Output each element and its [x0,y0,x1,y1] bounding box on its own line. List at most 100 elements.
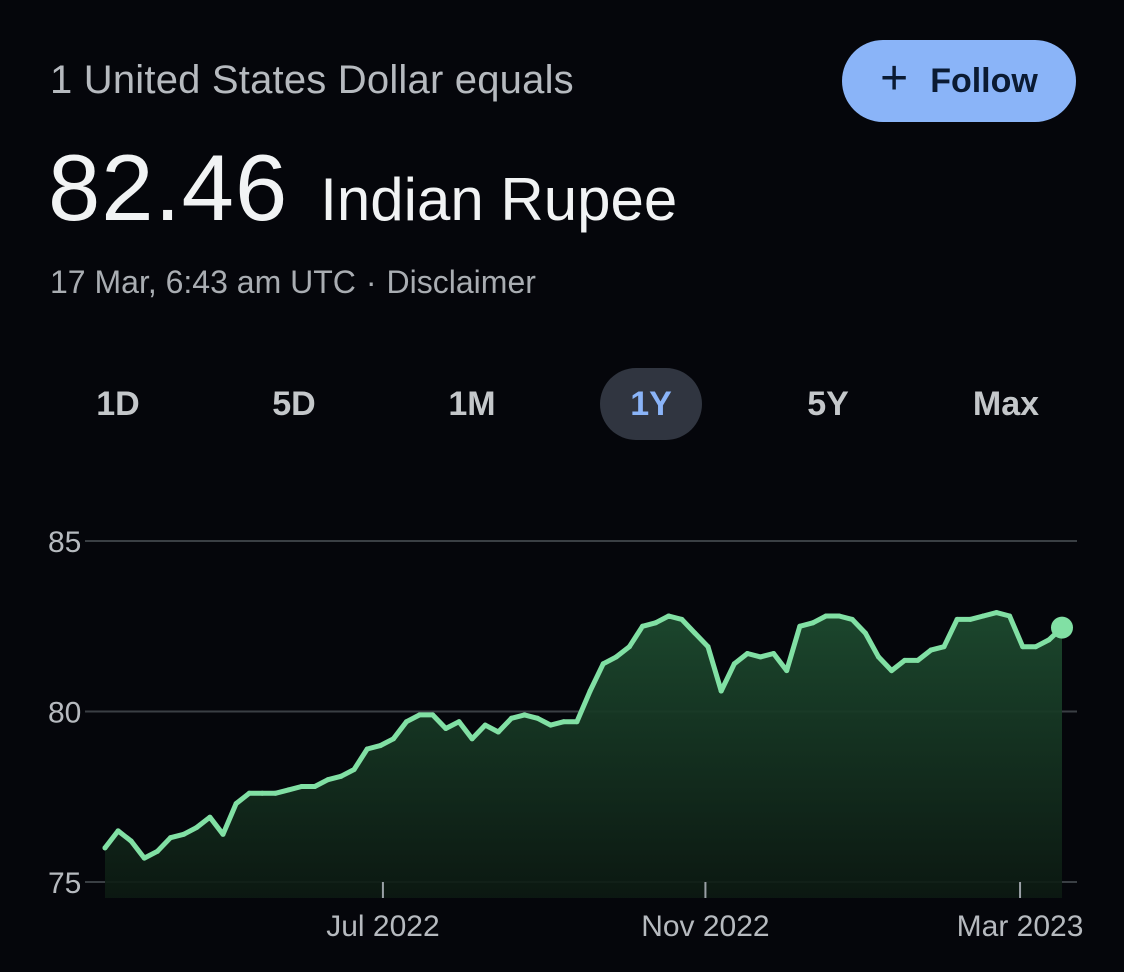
data-point [862,630,868,636]
data-point [548,722,554,728]
data-point [443,726,449,731]
y-tick-label: 75 [48,867,81,900]
data-point [797,623,803,629]
data-point [377,743,383,749]
data-point [967,616,973,622]
disclaimer-link[interactable]: Disclaimer [386,264,536,300]
data-point [154,848,160,854]
data-point [535,715,541,721]
data-point [469,736,475,742]
data-point [626,644,632,650]
rate-currency: Indian Rupee [320,166,678,233]
data-point [954,616,960,622]
timestamp: 17 Mar, 6:43 am UTC [50,264,356,300]
data-point [495,729,501,735]
data-point [404,719,409,725]
data-point [115,828,121,834]
data-point [849,616,855,622]
data-point [731,661,737,667]
data-point [259,790,265,796]
data-point [889,668,895,674]
data-point [613,654,619,660]
data-point [561,719,567,725]
data-point [522,712,527,718]
data-point [1020,644,1026,650]
data-point [836,613,842,619]
y-tick-label: 80 [48,697,81,730]
data-point [666,613,672,619]
x-tick-label: Jul 2022 [326,910,439,943]
data-point [128,838,134,844]
plus-icon: + [880,52,909,105]
range-tab-1d[interactable]: 1D [96,384,140,423]
range-tab-5d[interactable]: 5D [272,384,316,423]
data-point [1046,637,1052,643]
follow-label: Follow [930,61,1038,100]
data-point [705,644,711,650]
data-point [980,613,986,619]
data-point [823,613,829,619]
range-tab-max[interactable]: Max [972,384,1040,423]
data-point [312,784,318,789]
data-point [640,623,645,629]
data-point [679,616,685,622]
data-point [338,773,344,779]
data-point [207,814,213,820]
data-point [246,790,252,796]
data-point [181,831,187,837]
series-area [105,612,1062,898]
y-tick-label: 85 [48,526,81,559]
data-point [508,715,514,721]
data-point [351,767,357,772]
data-point [941,644,947,650]
data-point [744,651,750,656]
x-tick-label: Mar 2023 [957,910,1084,943]
data-point [194,824,200,830]
data-point [299,784,305,789]
range-tab-1m[interactable]: 1M [448,384,496,423]
data-point [220,831,226,837]
data-point [390,736,396,742]
follow-button[interactable]: + Follow [842,40,1076,122]
data-point [286,787,291,793]
conversion-subtitle: 1 United States Dollar equals [50,58,574,102]
data-point [1033,644,1039,650]
data-point [430,712,436,718]
data-point [928,647,934,653]
data-point [272,790,278,796]
data-point [915,657,921,663]
exchange-rate: 82.46 Indian Rupee [48,134,677,242]
time-range-tabs: 1D 5D 1M 1Y 5Y Max [60,368,1080,440]
data-point [876,654,881,660]
separator: · [365,264,377,300]
data-point [574,719,580,725]
data-point [771,651,777,656]
data-point [758,654,763,660]
rate-value: 82.46 [48,135,289,240]
data-point [325,777,331,783]
data-point [168,835,173,841]
data-point [994,610,999,616]
x-tick-label: Nov 2022 [641,910,769,943]
data-point [810,620,816,626]
data-point [600,661,606,667]
current-value-dot [1051,616,1073,639]
data-point [102,845,108,851]
data-point [784,668,790,674]
data-point [417,712,423,718]
data-point [902,657,908,663]
data-point [587,688,593,694]
data-point [141,855,147,861]
data-point [653,620,659,626]
data-point [364,746,370,752]
data-point [233,801,239,807]
data-point [482,722,488,728]
data-point [456,719,462,725]
data-point [718,688,724,694]
data-point [692,630,698,636]
range-tab-5y[interactable]: 5Y [807,384,849,423]
data-point [1007,613,1013,619]
range-tab-1y[interactable]: 1Y [600,368,702,440]
